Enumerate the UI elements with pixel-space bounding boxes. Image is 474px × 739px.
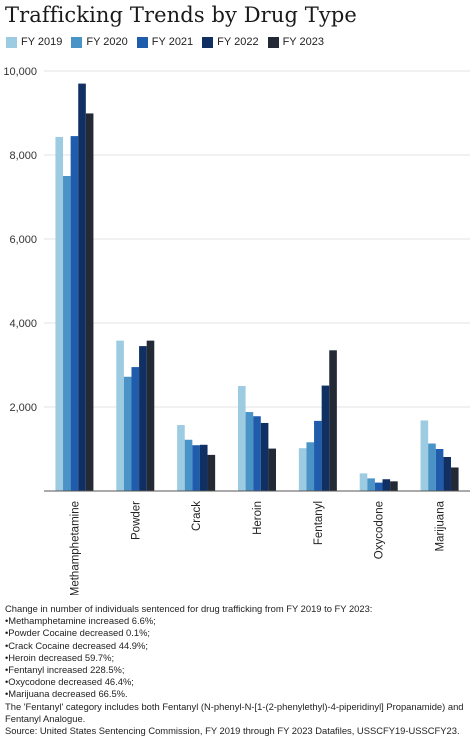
bar-fentanyl-fy2021 — [314, 420, 322, 491]
bar-fentanyl-fy2022 — [321, 385, 330, 491]
legend-swatch — [136, 36, 148, 48]
note-item-fentanyl: •Fentanyl increased 228.5%; — [5, 664, 125, 676]
note-item-marijuana: •Marijuana decreased 66.5%. — [5, 688, 128, 700]
bar-marijuana-fy2023 — [450, 467, 459, 491]
legend-item-fy2021: FY 2021 — [136, 36, 194, 48]
note-item-oxycodone: •Oxycodone decreased 46.4%; — [5, 676, 134, 688]
note-item-heroin: •Heroin decreased 59.7%; — [5, 651, 115, 663]
note-item-crack: •Crack Cocaine decreased 44.9%; — [5, 639, 148, 651]
bar-crack-fy2023 — [207, 454, 216, 491]
bar-heroin-fy2019 — [238, 386, 246, 491]
legend-label: FY 2019 — [21, 36, 63, 48]
bar-marijuana-fy2021 — [435, 449, 444, 491]
x-tick-label: Fentanyl — [313, 501, 325, 545]
bar-crack-fy2022 — [199, 444, 208, 491]
bar-oxycodone-fy2023 — [390, 481, 398, 491]
x-tick-label: Powder — [130, 501, 142, 540]
legend-swatch — [71, 36, 83, 48]
y-tick-label: 10,000 — [3, 66, 37, 78]
legend-label: FY 2020 — [86, 36, 128, 48]
chart-title: Trafficking Trends by Drug Type — [5, 3, 357, 27]
bar-powder-fy2023 — [146, 340, 155, 491]
legend-swatch — [267, 36, 279, 48]
bar-crack-fy2021 — [192, 445, 200, 491]
bar-heroin-fy2023 — [268, 448, 276, 491]
bar-heroin-fy2020 — [245, 412, 254, 491]
bar-crack-fy2019 — [177, 425, 185, 491]
bar-oxycodone-fy2022 — [382, 479, 391, 491]
source-note: Source: United States Sentencing Commiss… — [5, 725, 460, 737]
fentanyl-category-note: The 'Fentanyl' category includes both Fe… — [5, 700, 464, 724]
y-tick-label: 6,000 — [9, 234, 37, 246]
bar-fentanyl-fy2023 — [329, 350, 337, 491]
bar-powder-fy2019 — [116, 340, 124, 491]
y-tick-label: 4,000 — [9, 318, 37, 330]
bar-oxycodone-fy2019 — [359, 473, 368, 491]
y-tick-label: 2,000 — [9, 402, 37, 414]
bar-heroin-fy2022 — [260, 422, 269, 491]
bar-methamphetamine-fy2019 — [55, 136, 64, 491]
bar-heroin-fy2021 — [253, 416, 261, 491]
note-item-powder: •Powder Cocaine decreased 0.1%; — [5, 627, 151, 639]
note-item-methamphetamine: •Methamphetamine increased 6.6%; — [5, 615, 156, 627]
bar-methamphetamine-fy2022 — [78, 83, 86, 491]
bar-chart: 2,000 4,000 6,000 8,000 10,000 Methamphetamin… — [3, 66, 470, 595]
legend-label: FY 2021 — [151, 36, 194, 48]
legend-item-fy2020: FY 2020 — [71, 36, 128, 48]
x-tick-label: Marijuana — [435, 500, 447, 551]
legend-item-fy2019: FY 2019 — [6, 36, 62, 48]
bar-fentanyl-fy2020 — [306, 442, 315, 491]
legend-swatch — [6, 36, 17, 48]
legend-label: FY 2022 — [217, 36, 259, 48]
bar-crack-fy2020 — [184, 439, 193, 491]
x-tick-label: Heroin — [252, 501, 264, 535]
bar-oxycodone-fy2021 — [374, 482, 383, 491]
legend-label: FY 2023 — [282, 36, 324, 48]
bar-methamphetamine-fy2020 — [63, 176, 71, 491]
bar-marijuana-fy2019 — [420, 420, 429, 491]
bar-powder-fy2021 — [131, 367, 140, 491]
x-tick-label: Oxycodone — [374, 501, 386, 559]
bar-methamphetamine-fy2023 — [85, 113, 94, 492]
bar-powder-fy2022 — [139, 346, 147, 491]
chart-notes: Change in number of individuals sentence… — [5, 603, 471, 737]
notes-heading: Change in number of individuals sentence… — [5, 603, 373, 614]
x-tick-label: Crack — [191, 501, 203, 531]
chart-legend: FY 2019 FY 2020 FY 2021 FY 2022 FY 2023 — [6, 36, 333, 48]
bar-oxycodone-fy2020 — [367, 478, 375, 491]
bar-marijuana-fy2020 — [428, 443, 436, 491]
x-tick-label: Methamphetamine — [69, 501, 81, 595]
legend-swatch — [202, 36, 214, 48]
bar-powder-fy2020 — [123, 376, 132, 491]
bar-methamphetamine-fy2021 — [70, 136, 79, 491]
y-tick-label: 8,000 — [9, 150, 37, 162]
legend-item-fy2022: FY 2022 — [202, 36, 259, 48]
bar-marijuana-fy2022 — [443, 456, 451, 491]
bar-fentanyl-fy2019 — [298, 448, 307, 491]
legend-item-fy2023: FY 2023 — [267, 36, 324, 48]
